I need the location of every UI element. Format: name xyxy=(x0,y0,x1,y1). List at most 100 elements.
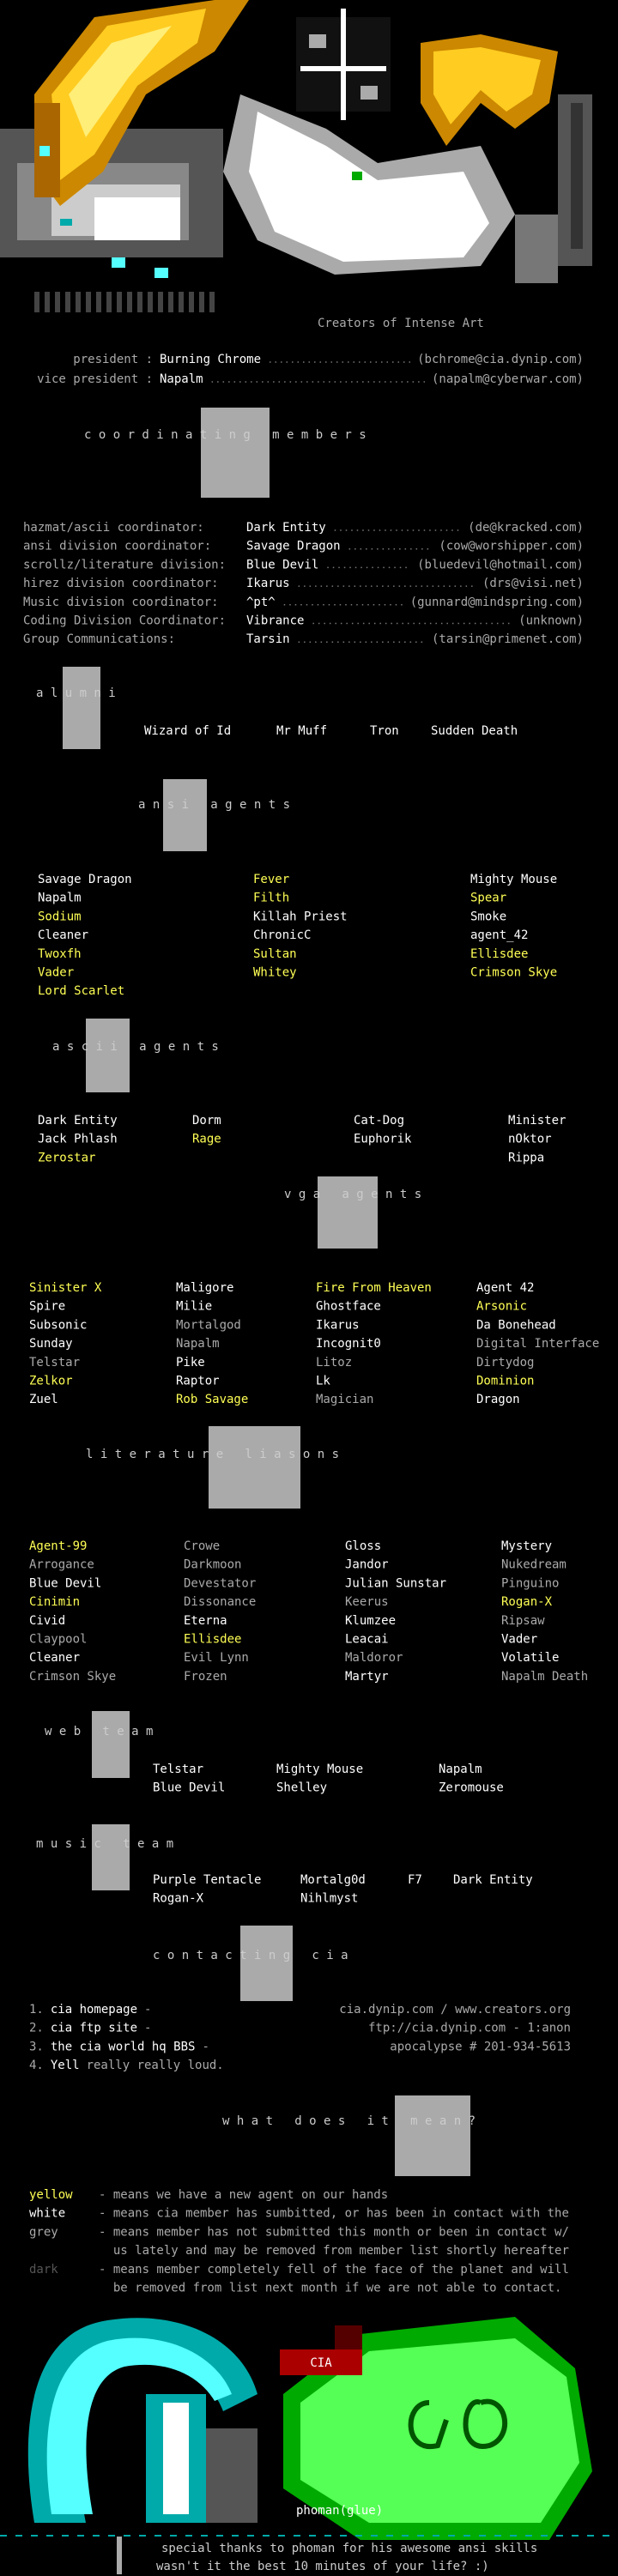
legend-text: - means cia member has sumbitted, or has… xyxy=(99,2207,569,2221)
contact-line: 3. the cia world hq BBS - xyxy=(29,2040,209,2053)
member-name: Leacai xyxy=(345,1633,389,1647)
coordinator-name: Tarsin xyxy=(246,632,290,646)
member-name: Arsonic xyxy=(476,1300,527,1314)
member-name: Fire From Heaven xyxy=(316,1281,432,1295)
member-name: Da Bonehead xyxy=(476,1318,556,1332)
member-name: Subsonic xyxy=(29,1318,87,1332)
coordinator-name: ^pt^ xyxy=(246,596,276,609)
member-name: Napalm xyxy=(176,1337,220,1351)
member-name: Devestator xyxy=(184,1576,256,1590)
member-name: Crimson Skye xyxy=(470,966,557,980)
header-box xyxy=(92,1711,130,1778)
coordinator-name: Dark Entity xyxy=(246,521,326,535)
member-name: Eterna xyxy=(184,1614,227,1628)
contact-value: cia.dynip.com / www.creators.org xyxy=(339,2003,571,2017)
coordinator-role: ansi division coordinator: xyxy=(23,540,211,553)
coordinator-email: (tarsin@primenet.com) xyxy=(432,632,584,646)
member-name: Purple Tentacle xyxy=(153,1873,261,1887)
member-name: Spear xyxy=(470,892,506,905)
member-name: Pike xyxy=(176,1356,205,1370)
member-name: Mystery xyxy=(501,1539,552,1553)
legend-text: be removed from list next month if we ar… xyxy=(99,2282,561,2295)
officer-name: Burning Chrome xyxy=(160,353,261,366)
legend-key: dark xyxy=(29,2263,58,2277)
contact-value: ftp://cia.dynip.com - 1:anon xyxy=(368,2022,571,2035)
member-name: Filth xyxy=(253,892,289,905)
member-name: Smoke xyxy=(470,910,506,923)
member-name: Pinguino xyxy=(501,1576,559,1590)
section-title: a n s i a g e n t s xyxy=(138,798,290,812)
member-name: Frozen xyxy=(184,1670,227,1684)
member-name: Mr Muff xyxy=(276,724,327,738)
member-name: Twoxfh xyxy=(38,947,82,961)
contact-line: 1. cia homepage - xyxy=(29,2003,151,2017)
member-name: Wizard of Id xyxy=(144,724,231,738)
tagline: Creators of Intense Art xyxy=(318,317,484,330)
member-name: Litoz xyxy=(316,1356,352,1370)
coordinator-role: hirez division coordinator: xyxy=(23,577,219,590)
header-box xyxy=(201,408,270,498)
member-name: Lord Scarlet xyxy=(38,984,124,998)
member-name: Milie xyxy=(176,1300,212,1314)
member-name: Sodium xyxy=(38,910,82,923)
member-name: Cleaner xyxy=(29,1651,80,1665)
legend-text: - means member completely fell of the fa… xyxy=(99,2263,569,2277)
member-name: Savage Dragon xyxy=(38,873,132,886)
member-name: Mortalgod xyxy=(176,1318,241,1332)
member-name: Euphorik xyxy=(354,1133,412,1146)
member-name: Napalm Death xyxy=(501,1670,588,1684)
member-name: Gloss xyxy=(345,1539,381,1553)
header-box xyxy=(163,779,207,851)
footer-line: wasn't it the best 10 minutes of your li… xyxy=(156,2560,489,2573)
member-name: Mighty Mouse xyxy=(276,1763,363,1776)
member-name: Keerus xyxy=(345,1595,389,1609)
coordinator-email: (cow@worshipper.com) xyxy=(439,540,584,553)
member-name: Martyr xyxy=(345,1670,389,1684)
contact-label: cia homepage xyxy=(51,2003,137,2017)
member-name: Zuel xyxy=(29,1393,58,1406)
contact-value: apocalypse # 201-934-5613 xyxy=(390,2040,571,2053)
member-name: Ripsaw xyxy=(501,1614,545,1628)
member-name: Sinister X xyxy=(29,1281,102,1295)
contact-label: cia ftp site xyxy=(51,2022,137,2035)
member-name: Magician xyxy=(316,1393,373,1406)
member-name: Sudden Death xyxy=(431,724,518,738)
member-name: Dissonance xyxy=(184,1595,256,1609)
member-name: Rippa xyxy=(508,1151,544,1164)
member-name: Rogan-X xyxy=(153,1892,204,1906)
member-name: Rage xyxy=(192,1133,221,1146)
member-name: Agent-99 xyxy=(29,1539,87,1553)
header-box xyxy=(395,2095,470,2176)
member-name: Vader xyxy=(38,966,74,980)
member-name: Nukedream xyxy=(501,1558,566,1572)
member-name: Volatile xyxy=(501,1651,559,1665)
member-name: Dominion xyxy=(476,1375,534,1388)
member-name: Shelley xyxy=(276,1781,327,1795)
contact-num: 2. xyxy=(29,2022,44,2035)
member-name: Tron xyxy=(370,724,399,738)
contact-suffix: really really loud. xyxy=(87,2059,224,2072)
coordinator-email: (bluedevil@hotmail.com) xyxy=(417,558,584,571)
coordinator-email: (drs@visi.net) xyxy=(482,577,584,590)
member-name: nOktor xyxy=(508,1133,552,1146)
member-name: Ellisdee xyxy=(470,947,528,961)
member-name: Sultan xyxy=(253,947,297,961)
member-name: Civid xyxy=(29,1614,65,1628)
member-name: Jandor xyxy=(345,1558,389,1572)
member-name: Cat-Dog xyxy=(354,1114,404,1128)
member-name: Sunday xyxy=(29,1337,73,1351)
member-name: Crowe xyxy=(184,1539,220,1553)
member-name: Rob Savage xyxy=(176,1393,248,1406)
coordinator-role: hazmat/ascii coordinator: xyxy=(23,521,204,535)
contact-line: 2. cia ftp site - xyxy=(29,2022,151,2035)
tag-box xyxy=(280,2349,362,2375)
section-title: w e b t e a m xyxy=(45,1725,153,1738)
coordinator-name: Blue Devil xyxy=(246,558,318,571)
member-name: Zelkor xyxy=(29,1375,73,1388)
member-name: Telstar xyxy=(153,1763,203,1776)
footer-line: special thanks to phoman for his awesome… xyxy=(161,2542,537,2555)
member-name: F7 xyxy=(408,1873,422,1887)
member-name: Lk xyxy=(316,1375,330,1388)
